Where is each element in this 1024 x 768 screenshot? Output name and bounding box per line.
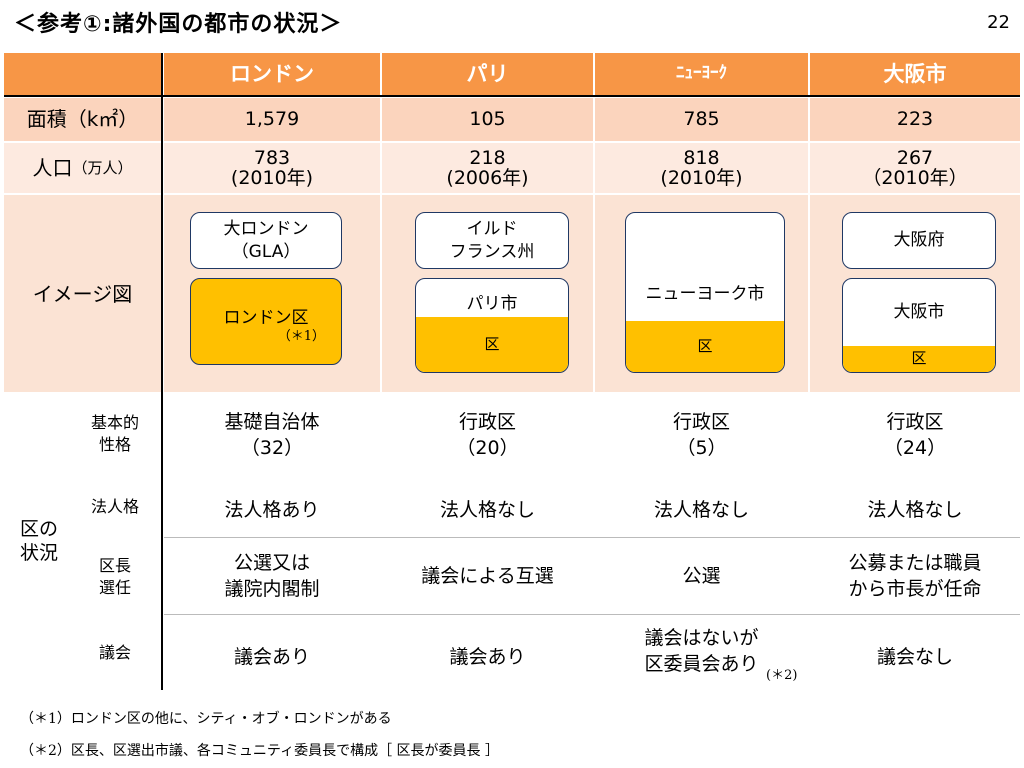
- osaka-city-box: 大阪市 区: [842, 278, 996, 373]
- population-newyork: 818 (2010年): [595, 143, 808, 194]
- footnote-1: （＊1）ロンドン区の他に、シティ・オブ・ロンドンがある: [20, 711, 392, 727]
- divider: [593, 53, 595, 392]
- legal-paris: 法人格なし: [439, 499, 535, 521]
- area-paris: 105: [469, 107, 506, 130]
- footnote-2: （＊2）区長、区選出市議、各コミュニティ委員長で構成［ 区長が委員長 ］: [20, 743, 499, 759]
- ward-row-label-nature: 基本的 性格: [90, 413, 139, 454]
- paris-region-box: イルド フランス州: [415, 212, 569, 269]
- divider: [4, 193, 1020, 195]
- population-label-text: 人口: [32, 156, 73, 180]
- population-year: (2010年): [660, 166, 743, 189]
- city-name: パリ市: [466, 294, 518, 314]
- ward-section-label: 区の 状況: [20, 518, 59, 564]
- council-newyork-note: (＊2): [766, 668, 798, 683]
- row-divider: [164, 537, 1020, 538]
- header-band: [4, 53, 1020, 97]
- council-osaka: 議会なし: [876, 646, 953, 668]
- area-band: [4, 97, 1020, 142]
- head-london: 公選又は 議院内閣制: [224, 552, 320, 600]
- population-year: (2006年): [446, 166, 529, 189]
- col-header-newyork: ﾆｭｰﾖｰｸ: [676, 63, 727, 84]
- paris-city-box: パリ市 区: [415, 278, 569, 373]
- nature-osaka: 行政区 （24）: [883, 411, 947, 459]
- population-value: 267: [896, 146, 934, 169]
- london-gla-box: 大ロンドン （GLA）: [190, 212, 342, 269]
- gla-sub: （GLA）: [231, 241, 301, 262]
- osaka-ward-fill: 区: [843, 346, 995, 372]
- nature-paris: 行政区 （20）: [456, 411, 519, 459]
- head-osaka: 公募または職員 から市長が任命: [848, 552, 982, 600]
- page-number: 22: [987, 12, 1010, 33]
- label-divider: [161, 392, 163, 690]
- col-header-london: ロンドン: [230, 61, 314, 86]
- council-newyork: 議会はないが 区委員会あり: [644, 627, 759, 675]
- col-header-osaka: 大阪市: [883, 61, 947, 86]
- borough-note: （＊1）: [277, 329, 325, 345]
- ward-row-label-legal: 法人格: [90, 497, 139, 516]
- area-osaka: 223: [896, 107, 934, 130]
- legal-london: 法人格あり: [224, 499, 320, 521]
- population-value: 818: [683, 146, 720, 169]
- image-label: イメージ図: [32, 281, 133, 306]
- nature-newyork: 行政区 （5）: [672, 411, 730, 459]
- divider: [4, 141, 1020, 143]
- council-london: 議会あり: [233, 646, 310, 668]
- city-name: 大阪市: [893, 302, 945, 322]
- legal-newyork: 法人格なし: [653, 499, 749, 521]
- population-london: 783 (2010年): [164, 143, 380, 194]
- osaka-prefecture-box: 大阪府: [842, 212, 996, 269]
- population-label: 人口 （万人）: [4, 143, 161, 194]
- council-paris: 議会あり: [449, 646, 526, 668]
- divider: [162, 53, 164, 392]
- london-borough-box: ロンドン区 （＊1）: [190, 278, 342, 365]
- population-band: [4, 142, 1020, 194]
- col-header-paris: パリ: [466, 61, 509, 86]
- paris-ward-fill: 区: [416, 317, 568, 372]
- population-year: (2010年): [230, 166, 314, 189]
- nature-london: 基礎自治体 （32）: [224, 411, 320, 459]
- borough-name: ロンドン区: [223, 308, 309, 328]
- legal-osaka: 法人格なし: [867, 499, 963, 521]
- divider: [808, 53, 810, 392]
- ward-row-label-council: 議会: [98, 643, 131, 662]
- population-value: 783: [253, 146, 291, 169]
- population-value: 218: [469, 146, 506, 169]
- area-label: 面積（k㎡）: [26, 107, 139, 131]
- population-year: （2010年）: [862, 166, 968, 189]
- area-newyork: 785: [683, 107, 720, 130]
- head-newyork: 公選: [682, 565, 721, 588]
- population-unit: （万人）: [72, 158, 133, 177]
- newyork-city-box: ニューヨーク市 区: [625, 212, 785, 373]
- row-divider: [164, 614, 1020, 615]
- region-sub: フランス州: [449, 241, 535, 262]
- header-underline: [4, 95, 1020, 97]
- gla-name: 大ロンドン: [223, 219, 309, 240]
- divider: [4, 96, 1020, 98]
- area-london: 1,579: [244, 107, 300, 130]
- population-osaka: 267 （2010年）: [810, 143, 1020, 194]
- label-divider: [161, 53, 163, 690]
- page-title: ＜参考①:諸外国の都市の状況＞: [14, 12, 343, 37]
- ward-row-label-head: 区長 選任: [98, 556, 131, 597]
- divider: [380, 53, 382, 392]
- city-name: ニューヨーク市: [645, 284, 765, 304]
- newyork-ward-fill: 区: [626, 321, 784, 372]
- population-paris: 218 (2006年): [382, 143, 593, 194]
- head-paris: 議会による互選: [421, 565, 554, 588]
- region-name: イルド: [466, 219, 518, 240]
- prefecture-name: 大阪府: [893, 230, 945, 251]
